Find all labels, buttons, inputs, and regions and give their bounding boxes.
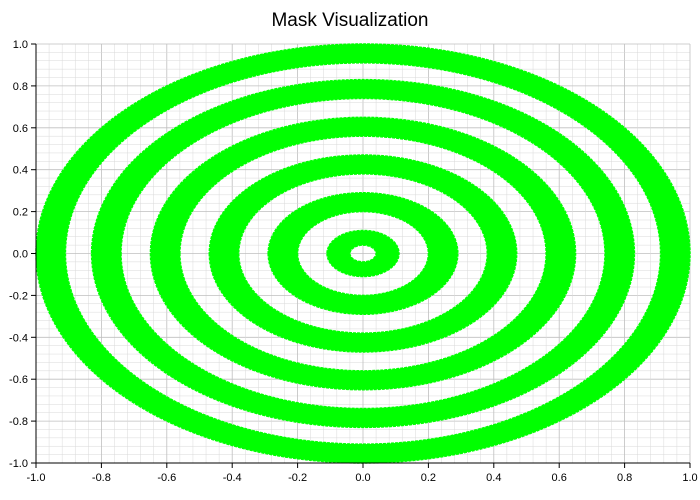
mask-rings — [35, 43, 691, 464]
chart-title: Mask Visualization — [271, 10, 428, 31]
x-tick-label: -0.8 — [92, 472, 111, 484]
x-tick-label: 0.2 — [421, 472, 436, 484]
mask-ring-5 — [90, 78, 636, 429]
y-tick-label: -0.4 — [9, 332, 28, 344]
x-tick-label: -0.4 — [223, 472, 242, 484]
y-tick-label: -0.8 — [9, 416, 28, 428]
y-tick-label: 0.6 — [13, 123, 28, 135]
x-tick-label: 0.4 — [486, 472, 501, 484]
x-tick-label: 1.0 — [682, 472, 697, 484]
y-tick-label: -1.0 — [9, 458, 28, 470]
x-tick-label: 0.6 — [552, 472, 567, 484]
y-tick-label: 0.8 — [13, 81, 28, 93]
mask-ring-4 — [149, 116, 577, 391]
y-tick-label: -0.2 — [9, 290, 28, 302]
x-tick-label: -0.2 — [288, 472, 307, 484]
y-tick-label: 0.2 — [13, 207, 28, 219]
mask-ring-1 — [326, 229, 400, 278]
x-tick-label: -1.0 — [27, 472, 46, 484]
y-tick-label: 1.0 — [13, 39, 28, 51]
y-tick-label: -0.6 — [9, 374, 28, 386]
mask-ring-6 — [35, 43, 691, 464]
mask-ring-3 — [208, 154, 518, 353]
y-axis-ticks: 1.0 0.8 0.6 0.4 0.2 0.0 -0.2 -0.4 -0.6 -0.8 -1.0 — [9, 39, 36, 470]
x-tick-label: -0.6 — [157, 472, 176, 484]
x-tick-label: 0.8 — [617, 472, 632, 484]
x-tick-label: 0.0 — [355, 472, 370, 484]
x-axis-ticks: -1.0 -0.8 -0.6 -0.4 -0.2 0.0 0.2 0.4 0.6 0.8 1.0 — [27, 463, 698, 484]
y-tick-label: 0.4 — [13, 165, 28, 177]
mask-ring-2 — [267, 192, 459, 315]
y-tick-label: 0.0 — [13, 249, 28, 261]
